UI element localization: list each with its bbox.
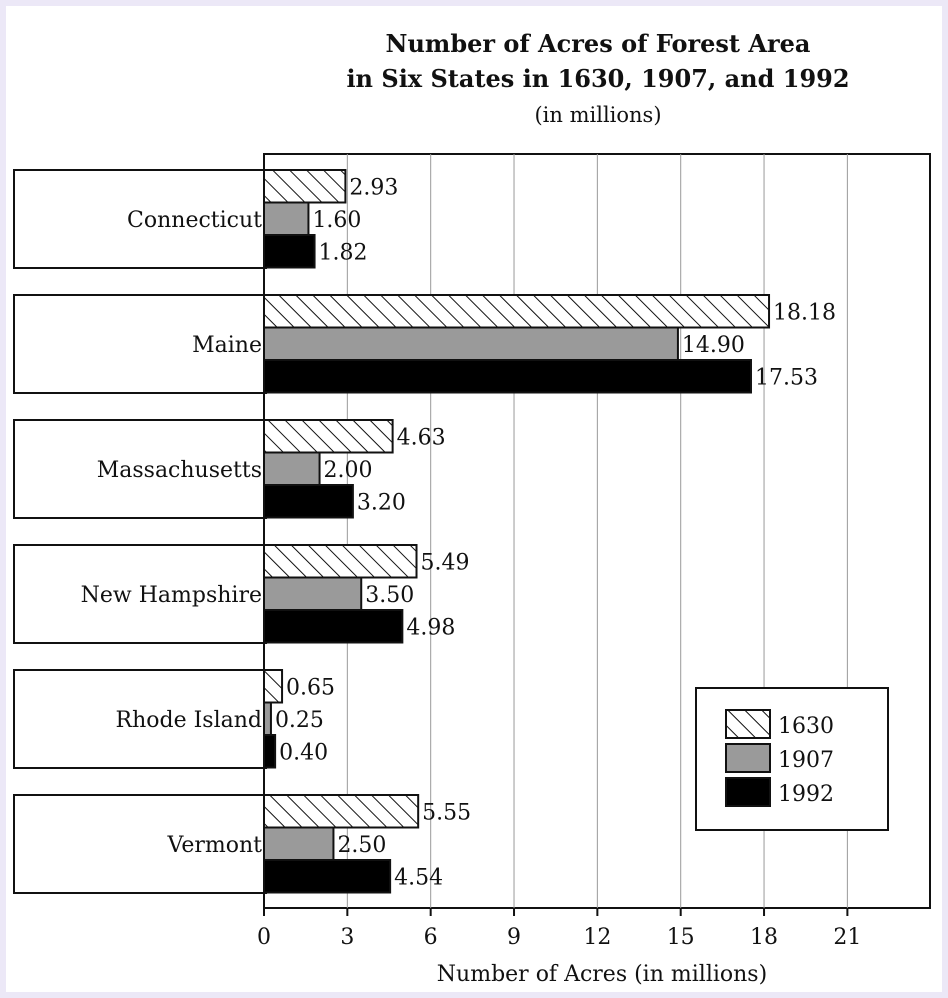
data-label-maine-1907: 14.90: [682, 333, 745, 358]
x-tick-label-15: 15: [667, 925, 695, 950]
bar-maine-1907: [263, 326, 679, 361]
legend-label-1907: 1907: [778, 748, 834, 773]
category-label-connecticut: Connecticut: [127, 208, 262, 233]
bar-massachusetts-1630: [263, 419, 394, 454]
data-label-rhode-island-1907: 0.25: [275, 708, 324, 733]
category-label-massachusetts: Massachusetts: [97, 458, 262, 483]
legend-swatch-1630: [725, 709, 771, 739]
bar-connecticut-1992: [263, 234, 316, 269]
legend-swatch-1907: [725, 743, 771, 773]
bar-maine-1630: [263, 294, 771, 329]
bar-new-hampshire-1630: [263, 544, 418, 579]
legend-label-1630: 1630: [778, 714, 834, 739]
tick-layer: 0 3 6 9 12 15 18 21: [257, 908, 861, 950]
bar-rhode-island-1630: [263, 669, 284, 704]
bar-rhode-island-1992: [263, 734, 277, 769]
bar-maine-1992: [263, 359, 752, 394]
x-axis-label: Number of Acres (in millions): [437, 962, 767, 987]
data-label-massachusetts-1992: 3.20: [357, 490, 406, 515]
data-label-vermont-1907: 2.50: [337, 833, 386, 858]
x-tick-label-6: 6: [424, 925, 438, 950]
x-tick-label-3: 3: [340, 925, 354, 950]
data-label-massachusetts-1630: 4.63: [397, 425, 446, 450]
data-label-maine-1992: 17.53: [755, 365, 818, 390]
data-label-vermont-1630: 5.55: [422, 800, 471, 825]
bar-massachusetts-1992: [263, 484, 354, 519]
data-label-new-hampshire-1907: 3.50: [365, 583, 414, 608]
x-tick-label-18: 18: [750, 925, 778, 950]
category-label-new-hampshire: New Hampshire: [81, 583, 262, 608]
data-label-vermont-1992: 4.54: [394, 865, 443, 890]
bar-massachusetts-1907: [263, 451, 321, 486]
forest-area-chart: Number of Acres of Forest Area in Six St…: [13, 29, 931, 987]
data-label-connecticut-1992: 1.82: [319, 240, 368, 265]
data-label-connecticut-1630: 2.93: [349, 175, 398, 200]
data-label-connecticut-1907: 1.60: [312, 208, 361, 233]
x-tick-label-0: 0: [257, 925, 271, 950]
data-label-rhode-island-1992: 0.40: [279, 740, 328, 765]
x-tick-label-9: 9: [507, 925, 521, 950]
category-box-massachusetts: [13, 419, 267, 519]
bar-vermont-1907: [263, 826, 335, 861]
data-label-new-hampshire-1992: 4.98: [406, 615, 455, 640]
category-box-new-hampshire: [13, 544, 267, 644]
chart-frame: Number of Acres of Forest Area in Six St…: [6, 6, 942, 992]
data-label-rhode-island-1630: 0.65: [286, 675, 335, 700]
x-tick-label-12: 12: [583, 925, 611, 950]
legend-label-1992: 1992: [778, 782, 834, 807]
category-box-connecticut: [13, 169, 267, 269]
bar-new-hampshire-1907: [263, 576, 363, 611]
x-tick-label-21: 21: [833, 925, 861, 950]
bar-connecticut-1630: [263, 169, 347, 204]
data-label-new-hampshire-1630: 5.49: [421, 550, 470, 575]
chart-title-line1: Number of Acres of Forest Area: [386, 29, 811, 58]
category-label-maine: Maine: [192, 333, 262, 358]
category-label-rhode-island: Rhode Island: [116, 708, 262, 733]
chart-subtitle: (in millions): [534, 103, 661, 127]
chart-title-line2: in Six States in 1630, 1907, and 1992: [346, 64, 849, 93]
data-label-massachusetts-1907: 2.00: [324, 458, 373, 483]
category-label-vermont: Vermont: [166, 833, 262, 858]
bar-rhode-island-1907: [263, 701, 272, 736]
bar-vermont-1630: [263, 794, 420, 829]
legend-swatch-1992: [725, 777, 771, 807]
bar-vermont-1992: [263, 859, 392, 894]
category-box-maine: [13, 294, 267, 394]
bar-layer: 2.93 1.60 1.82 18.18 14.90 17.53 4.63 2.00 3.20 5…: [263, 169, 836, 894]
category-layer: Connecticut Maine Massachusetts New Hampshi…: [13, 169, 267, 894]
bar-connecticut-1907: [263, 201, 310, 236]
data-label-maine-1630: 18.18: [773, 300, 836, 325]
bar-new-hampshire-1992: [263, 609, 404, 644]
category-box-rhode-island: [13, 669, 267, 769]
legend: 1630 1907 1992: [695, 687, 889, 831]
